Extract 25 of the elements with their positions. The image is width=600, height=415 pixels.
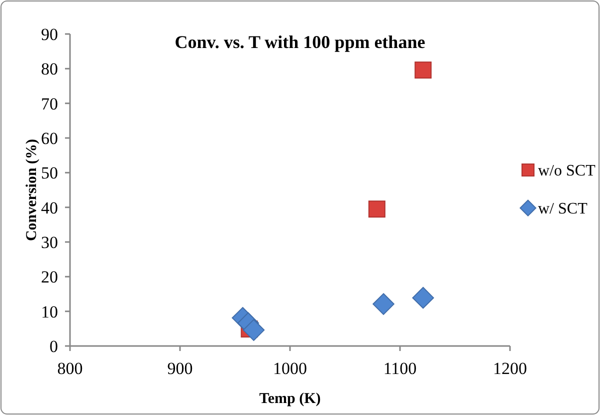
x-tick-label: 1000	[273, 359, 307, 378]
y-tick-label: 0	[50, 336, 58, 356]
point	[412, 286, 434, 309]
y-tick-label: 60	[41, 128, 58, 148]
y-tick-label: 20	[41, 268, 58, 287]
point	[414, 62, 432, 79]
y-tick-label: 70	[41, 94, 58, 114]
point	[368, 200, 386, 218]
y-tick-label: 40	[41, 198, 58, 218]
chart-title: Conv. vs. T with 100 ppm ethane	[174, 32, 426, 52]
y-tick-label: 30	[41, 232, 58, 252]
y-axis-title: Conversion (%)	[24, 138, 40, 242]
x-tick-label: 800	[57, 359, 83, 378]
legend-label: w/ SCT	[538, 200, 588, 218]
y-tick-label: 10	[41, 302, 58, 322]
x-tick-label: 1200	[493, 359, 527, 378]
x-axis-title: Temp (K)	[259, 391, 321, 407]
x-tick-label: 900	[167, 359, 193, 378]
y-tick-label: 80	[41, 60, 58, 79]
x-tick-label: 1100	[383, 359, 417, 378]
legend-label: w/o SCT	[538, 162, 596, 180]
y-tick-label: 50	[41, 164, 58, 183]
point	[372, 293, 394, 315]
point	[242, 319, 265, 341]
y-tick-label: 90	[41, 24, 58, 44]
